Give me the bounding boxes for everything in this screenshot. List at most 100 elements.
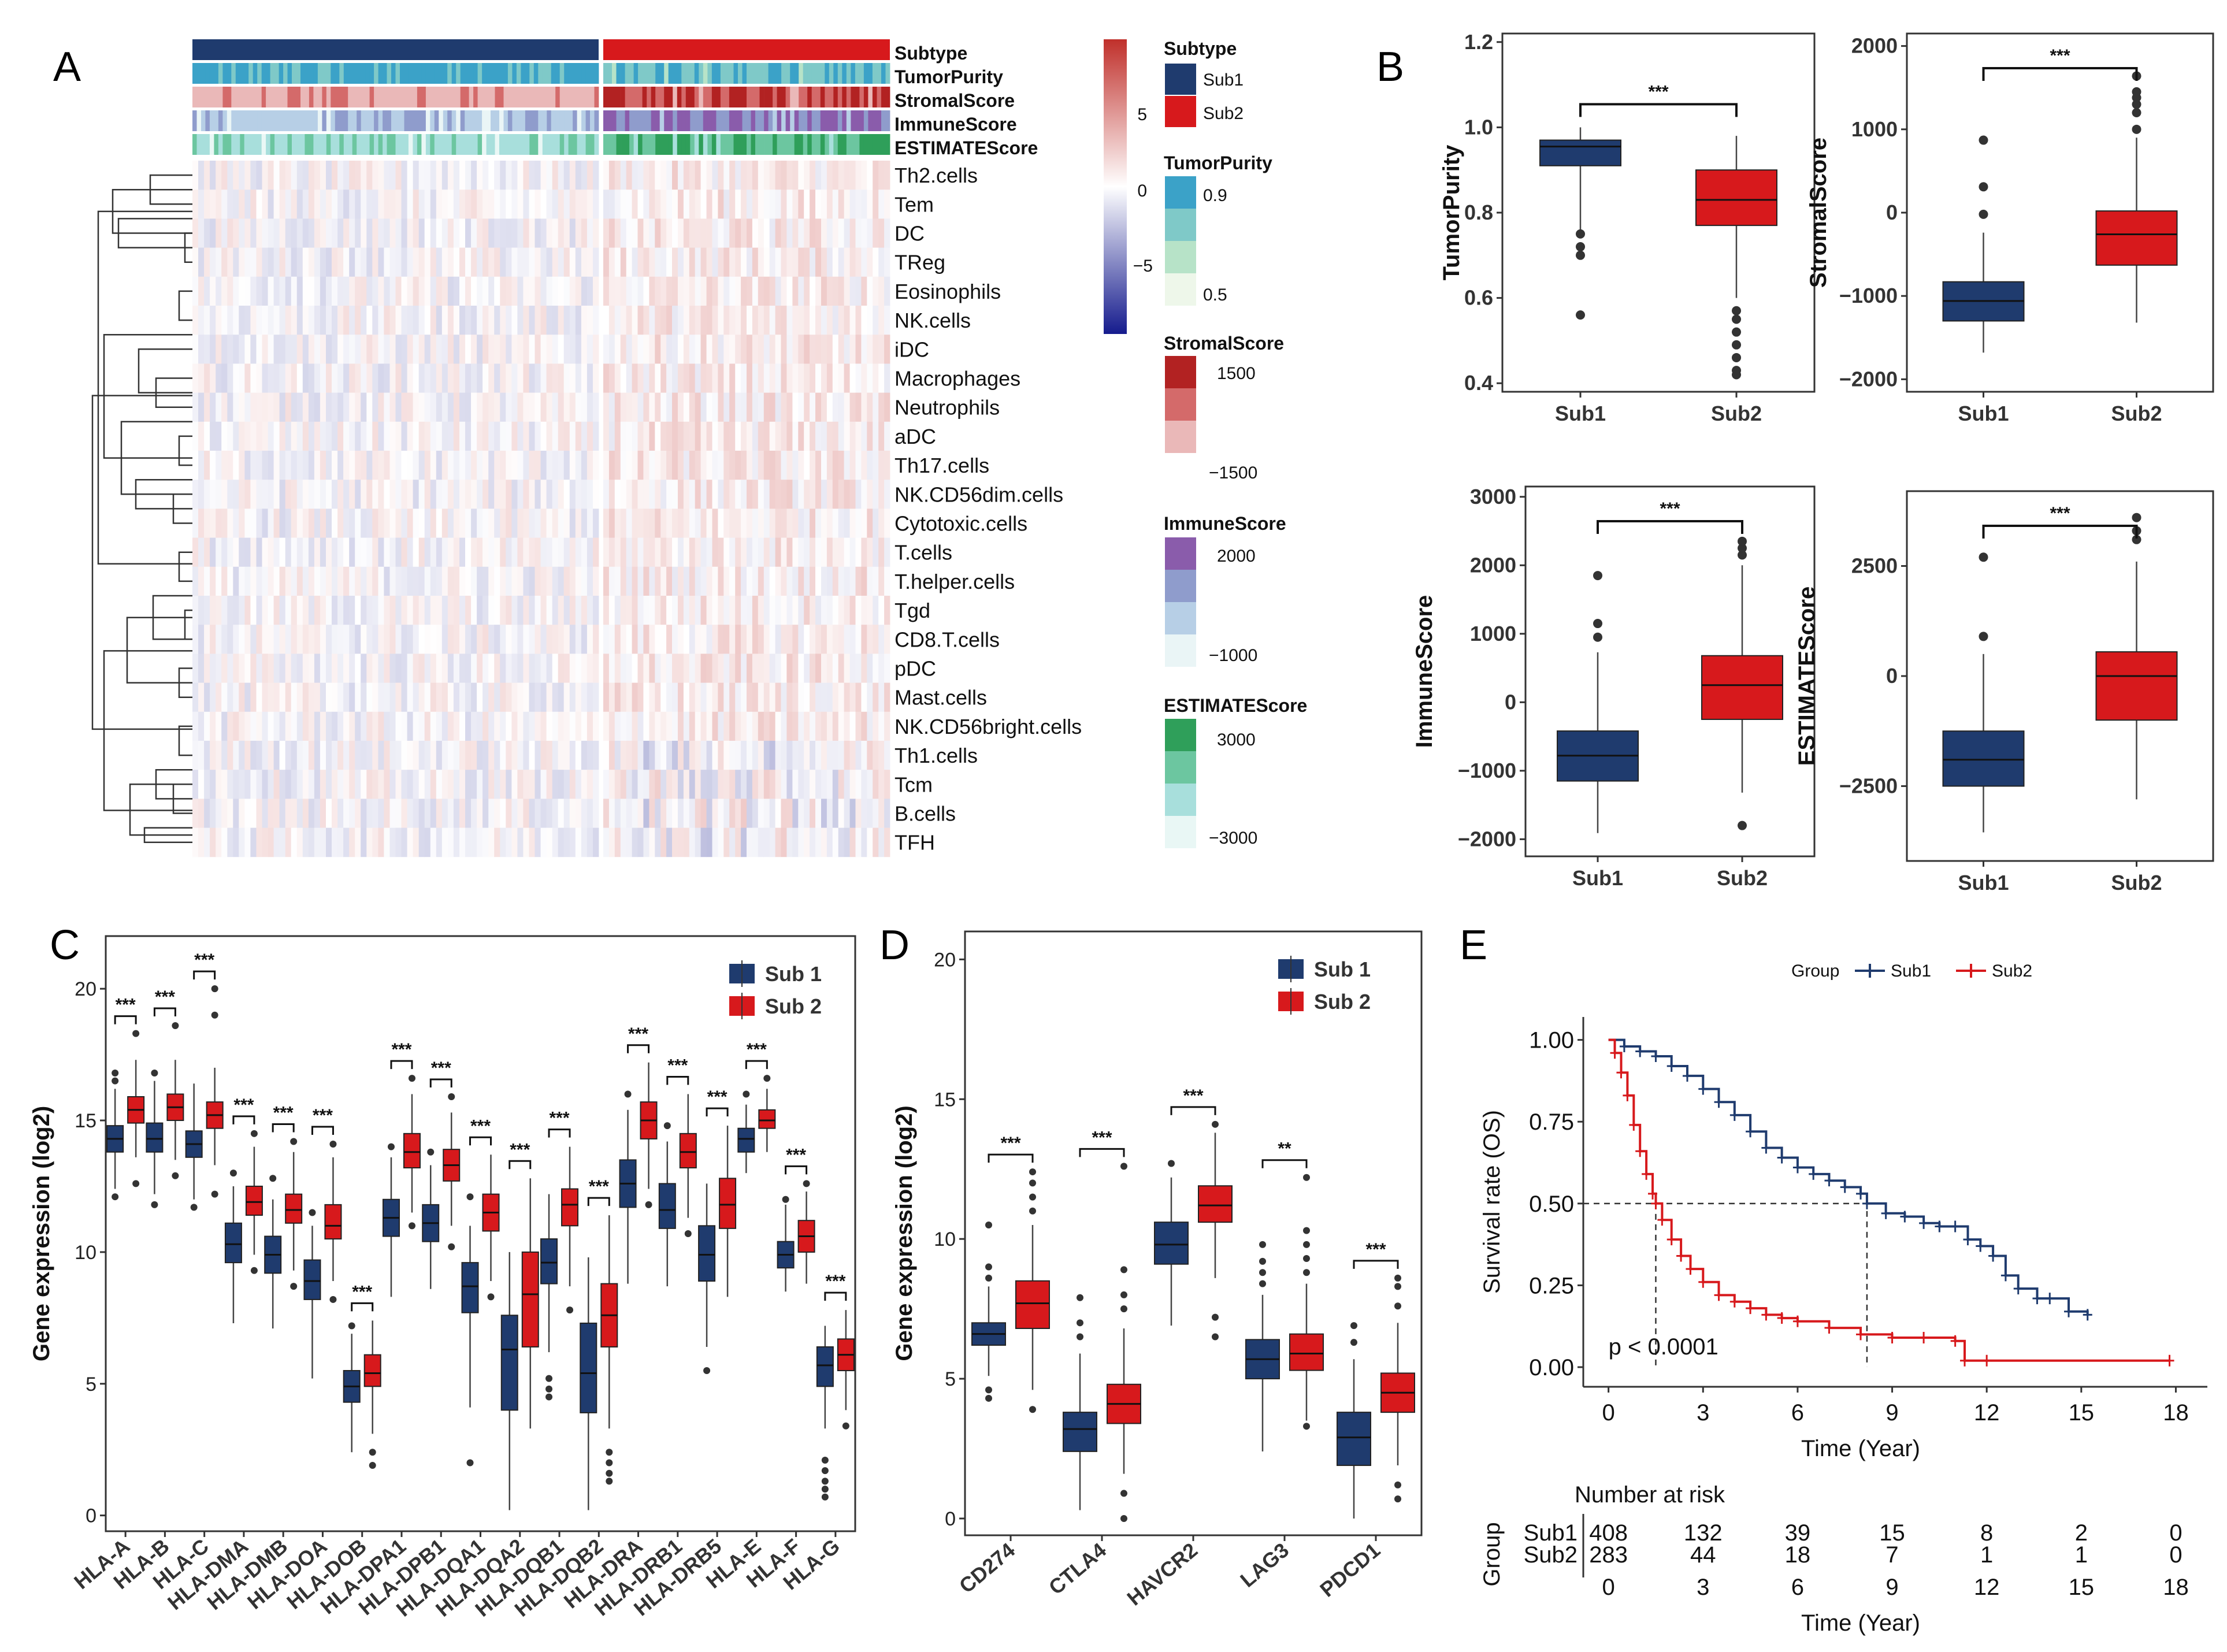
annotation-cell (685, 134, 691, 155)
heatmap-cell (326, 190, 332, 219)
heatmap-cell (810, 218, 816, 248)
significance-bracket (114, 1015, 137, 1024)
heatmap-cell (849, 711, 856, 741)
heatmap-cell (511, 480, 518, 509)
heatmap-cell (810, 392, 816, 422)
annotation-cell (764, 110, 769, 131)
heatmap-cell (781, 799, 787, 828)
heatmap-cell (666, 711, 673, 741)
heatmap-cell (343, 218, 350, 248)
heatmap-cell (637, 682, 644, 712)
heatmap-cell (227, 421, 233, 451)
heatmap-cell (436, 770, 443, 799)
heatmap-cell (735, 218, 741, 248)
heatmap-cell (361, 625, 367, 654)
annotation-cell (477, 134, 482, 155)
heatmap-cell (775, 161, 781, 190)
heatmap-cell (256, 363, 262, 393)
heatmap-cell (683, 451, 690, 480)
heatmap-cell (695, 596, 701, 625)
heatmap-cell (471, 363, 477, 393)
heatmap-cell (747, 392, 753, 422)
heatmap-cell (407, 306, 413, 335)
heatmap-cell (672, 161, 678, 190)
heatmap-cell (296, 566, 303, 596)
heatmap-cell (546, 190, 552, 219)
heatmap-cell (706, 421, 712, 451)
heatmap-cell (244, 770, 251, 799)
heatmap-cell (729, 566, 736, 596)
heatmap-cell (815, 508, 822, 538)
heatmap-cell (407, 276, 413, 306)
annotation-cell (369, 63, 374, 84)
heatmap-cell (273, 190, 280, 219)
heatmap-cell (216, 625, 222, 654)
annotation-cell (486, 63, 491, 84)
censor-mark (1676, 1250, 1686, 1262)
heatmap-cell (279, 566, 285, 596)
heatmap-cell (239, 566, 245, 596)
heatmap-cell (867, 596, 873, 625)
outlier-point (1732, 352, 1741, 362)
heatmap-cell (695, 537, 701, 567)
heatmap-cell (384, 218, 390, 248)
heatmap-cell (689, 421, 696, 451)
heatmap-cell (855, 508, 862, 538)
heatmap-cell (620, 625, 627, 654)
heatmap-cell (552, 654, 559, 683)
heatmap-cell (581, 306, 588, 335)
heatmap-cell (747, 363, 753, 393)
heatmap-cell (366, 827, 373, 857)
risk-count: 15 (1879, 1520, 1905, 1546)
annotation-cell (751, 134, 756, 155)
annotation-cell (209, 110, 214, 131)
heatmap-cell (256, 306, 262, 335)
heatmap-cell (273, 451, 280, 480)
heatmap-cell (517, 596, 524, 625)
heatmap-cell (683, 421, 690, 451)
significance-label: *** (116, 996, 136, 1015)
outlier-point (387, 1143, 395, 1150)
heatmap-cell (815, 711, 822, 741)
heatmap-cell (372, 827, 378, 857)
heatmap-cell (678, 451, 684, 480)
heatmap-cell (792, 276, 799, 306)
heatmap-cell (884, 392, 890, 422)
heatmap-cell (279, 218, 285, 248)
annotation-cell (555, 87, 561, 107)
heatmap-cell (239, 276, 245, 306)
heatmap-cell (838, 421, 844, 451)
heatmap-cell (861, 741, 867, 770)
annotation-cell (612, 134, 617, 155)
heatmap-cell (262, 741, 268, 770)
heatmap-cell (268, 741, 274, 770)
heatmap-cell (683, 247, 690, 277)
heatmap-cell (320, 480, 326, 509)
heatmap-cell (861, 625, 867, 654)
annotation-cell (317, 63, 322, 84)
heatmap-cell (273, 335, 280, 364)
heatmap-cell (395, 218, 402, 248)
annotation-cell (361, 110, 366, 131)
heatmap-cell (849, 247, 856, 277)
heatmap-cell (366, 421, 373, 451)
annotation-cell (621, 63, 625, 84)
annotation-cell (244, 110, 249, 131)
heatmap-cell (471, 190, 477, 219)
x-tick-label-sub1: Sub1 (1958, 871, 2009, 894)
heatmap-cell (320, 190, 326, 219)
heatmap-cell (637, 625, 644, 654)
heatmap-cell (459, 711, 466, 741)
heatmap-cell (366, 306, 373, 335)
heatmap-cell (758, 161, 764, 190)
heatmap-cell (477, 508, 483, 538)
heatmap-cell (540, 682, 547, 712)
annotation-cell (877, 87, 882, 107)
heatmap-cell (395, 566, 402, 596)
heatmap-cell (535, 770, 541, 799)
heatmap-cell (815, 682, 822, 712)
annotation-cell (218, 87, 223, 107)
heatmap-cell (587, 654, 593, 683)
heatmap-cell (873, 480, 879, 509)
heatmap-cell (666, 682, 673, 712)
